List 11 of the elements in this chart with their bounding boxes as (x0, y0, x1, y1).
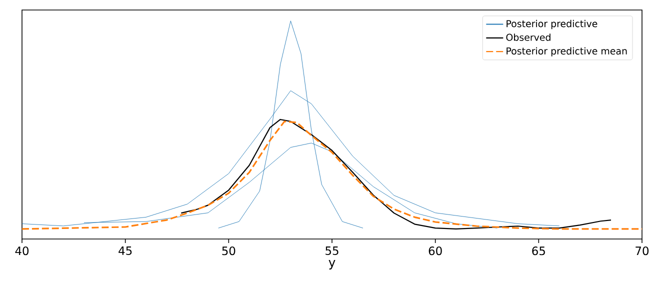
x-tick-label: 60 (428, 246, 442, 256)
legend-label: Posterior predictive mean (506, 47, 627, 56)
legend-label: Posterior predictive (506, 20, 598, 30)
x-tick-label: 45 (118, 246, 132, 256)
x-tick-label: 50 (222, 246, 236, 256)
legend-label: Observed (506, 34, 550, 41)
x-tick-label: 40 (15, 246, 29, 256)
x-tick-label: 70 (636, 246, 649, 256)
x-tick-label: 65 (532, 246, 545, 256)
x-tick-label: 55 (326, 246, 338, 256)
x-axis-title: y (328, 260, 336, 270)
